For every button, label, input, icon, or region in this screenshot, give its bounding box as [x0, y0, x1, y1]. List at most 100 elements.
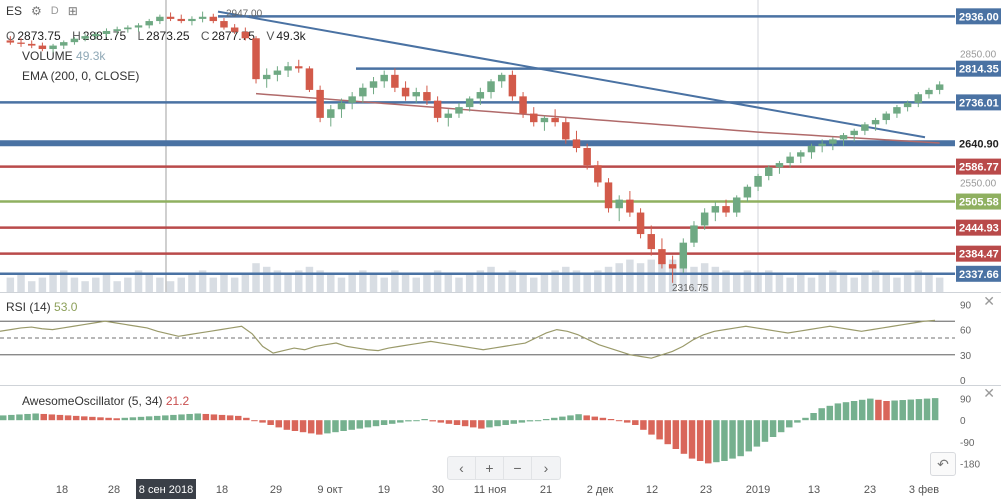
ao-bar [478, 420, 485, 429]
symbol-label[interactable]: ES [6, 4, 23, 18]
candle-body [113, 29, 121, 31]
time-axis[interactable]: 18 28 8 сен 2018 18 29 9 окт 19 30 11 ноя 21 2 дек… [0, 477, 1001, 503]
ao-bar [883, 401, 890, 421]
volume-bar [316, 270, 324, 292]
gear-icon[interactable]: ⚙ [31, 4, 42, 18]
price-label-bg [956, 219, 1001, 236]
ao-bar [194, 413, 201, 421]
zoom-out-button[interactable]: − [504, 457, 532, 479]
ao-bar [380, 420, 388, 425]
scroll-right-button[interactable]: › [543, 460, 549, 476]
ao-bar [891, 400, 898, 421]
rsi-chart[interactable]: 90 60 30 0 [0, 292, 1001, 385]
ao-bar [97, 417, 104, 421]
compare-icon[interactable]: ⊞ [67, 4, 78, 18]
ao-bar [615, 420, 623, 422]
open-label: O [6, 29, 16, 43]
rsi-tick-label: 0 [960, 376, 966, 385]
rsi-tick-label: 90 [960, 300, 972, 311]
volume-bar [508, 270, 517, 292]
candle-body [209, 16, 218, 22]
volume-legend[interactable]: VOLUME 49.3k [22, 49, 105, 63]
candle-body [583, 148, 591, 166]
volume-bar [70, 277, 79, 292]
price-chart[interactable]: 2947.00 2316.75 2850.00 2550.00 2936.00 2814.… [0, 0, 1001, 292]
candle-body [27, 43, 36, 46]
ao-bar [623, 420, 631, 423]
ao-bar [769, 420, 777, 437]
ao-bar [372, 420, 380, 427]
interval-label[interactable]: D [50, 5, 59, 17]
ao-bar [429, 420, 436, 422]
rsi-legend-value: 53.0 [54, 300, 78, 314]
price-label-bg [956, 135, 1001, 152]
ao-bar [518, 420, 526, 423]
ao-bar [48, 414, 56, 421]
ao-bar [178, 414, 185, 421]
ao-bar [81, 416, 88, 421]
volume-bar [412, 277, 420, 292]
ao-bar [218, 414, 226, 421]
candle-body [711, 206, 720, 213]
candle-body [775, 163, 784, 168]
x-tick-label: 12 [646, 484, 658, 496]
volume-bar [786, 277, 794, 292]
ao-chart[interactable]: 90 0 -90 -180 [0, 385, 1001, 477]
volume-bar [124, 277, 132, 292]
ao-bar [526, 420, 534, 422]
candle-body [262, 74, 271, 80]
ema-legend-label: EMA (200, 0, CLOSE) [22, 69, 140, 83]
candle-body [861, 124, 869, 131]
undo-icon[interactable]: ↶ [930, 452, 956, 476]
ao-bar [786, 420, 793, 428]
candle-body [914, 94, 923, 103]
candle-body [829, 139, 837, 144]
rsi-tick-label: 60 [960, 326, 972, 337]
candle-body [6, 40, 15, 43]
candle-body [615, 199, 623, 209]
ao-bar [72, 415, 80, 421]
open-value: 2873.75 [17, 29, 61, 43]
candle-body [935, 84, 944, 90]
ao-bar [405, 420, 412, 422]
ao-bar [397, 420, 404, 423]
scroll-left-button[interactable]: ‹ [448, 457, 476, 479]
volume-bar [177, 277, 185, 292]
zoom-in-button[interactable]: + [476, 457, 504, 479]
volume-label-short: V [266, 29, 275, 43]
ao-bar [89, 416, 96, 421]
ao-bar [599, 417, 607, 421]
close-rsi-icon[interactable]: ✕ [983, 293, 995, 309]
volume-bar [134, 270, 143, 292]
ao-bar [794, 420, 801, 423]
close-ao-icon[interactable]: ✕ [983, 385, 995, 401]
ao-bar [583, 415, 590, 421]
volume-bar [252, 263, 260, 292]
volume-bar [337, 277, 346, 292]
candle-body [284, 66, 292, 71]
volume-bar [850, 277, 858, 292]
volume-bar [81, 281, 89, 292]
ao-bar [24, 413, 31, 421]
pane-separator[interactable] [0, 292, 1001, 293]
rsi-legend-label: RSI (14) [6, 300, 51, 314]
price-label-bg [956, 158, 1001, 175]
volume-bar [935, 277, 944, 292]
candle-body [786, 156, 794, 164]
candle-body [850, 130, 858, 136]
pane-separator[interactable] [0, 385, 1001, 386]
ao-bar [275, 420, 282, 428]
ao-bar [461, 420, 469, 427]
volume-bar [230, 277, 239, 292]
ema-legend[interactable]: EMA (200, 0, CLOSE) [22, 69, 139, 83]
volume-bar [273, 270, 282, 292]
ao-bar [810, 413, 817, 421]
ao-bar [648, 420, 655, 435]
x-tick-label: 13 [808, 484, 820, 496]
volume-bar [156, 277, 164, 292]
ao-bar [591, 416, 599, 421]
ao-bar [802, 417, 809, 421]
ao-bar [850, 401, 858, 421]
candle-body [476, 92, 485, 99]
ao-bar [113, 418, 120, 421]
